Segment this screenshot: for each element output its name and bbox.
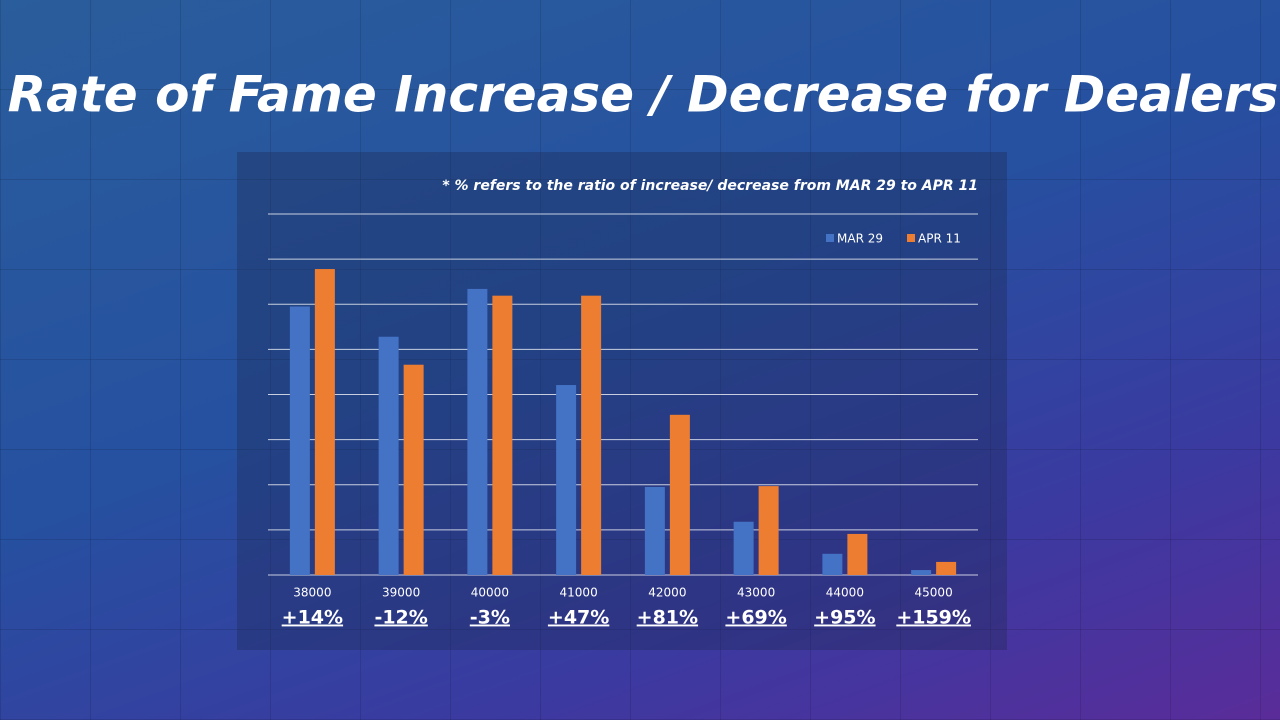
bar — [403, 364, 424, 575]
change-label: +95% — [814, 607, 875, 629]
chart-note: * % refers to the ratio of increase/ dec… — [442, 178, 978, 194]
x-tick-label: 43000 — [737, 586, 775, 600]
bar — [492, 295, 513, 575]
bar — [289, 306, 310, 575]
legend-label: MAR 29 — [837, 232, 883, 246]
x-tick-label: 38000 — [293, 586, 331, 600]
bar — [314, 269, 335, 575]
x-tick-label: 44000 — [826, 586, 864, 600]
bar — [581, 295, 602, 575]
legend-swatch — [907, 234, 915, 242]
change-label: -12% — [374, 607, 427, 629]
change-label: +81% — [637, 607, 698, 629]
legend-swatch — [826, 234, 834, 242]
chart-title: Rate of Fame Increase / Decrease for Dea… — [8, 66, 1279, 124]
change-label: +159% — [896, 607, 971, 629]
legend-label: APR 11 — [918, 232, 961, 246]
x-tick-label: 42000 — [648, 586, 686, 600]
chart-panel — [237, 152, 1007, 650]
bar — [911, 570, 932, 575]
bar — [847, 533, 868, 575]
x-tick-label: 39000 — [382, 586, 420, 600]
bar — [467, 288, 488, 575]
bar — [758, 486, 779, 575]
bar — [822, 553, 843, 575]
change-label: +14% — [282, 607, 343, 629]
x-tick-label: 41000 — [560, 586, 598, 600]
change-label: +69% — [725, 607, 786, 629]
bar — [644, 487, 665, 575]
bar — [556, 385, 577, 575]
bar — [669, 414, 690, 575]
x-tick-label: 45000 — [915, 586, 953, 600]
bar — [733, 521, 754, 575]
bar — [936, 561, 957, 575]
x-tick-label: 40000 — [471, 586, 509, 600]
change-label: +47% — [548, 607, 609, 629]
change-label: -3% — [470, 607, 510, 629]
bar — [378, 336, 399, 575]
